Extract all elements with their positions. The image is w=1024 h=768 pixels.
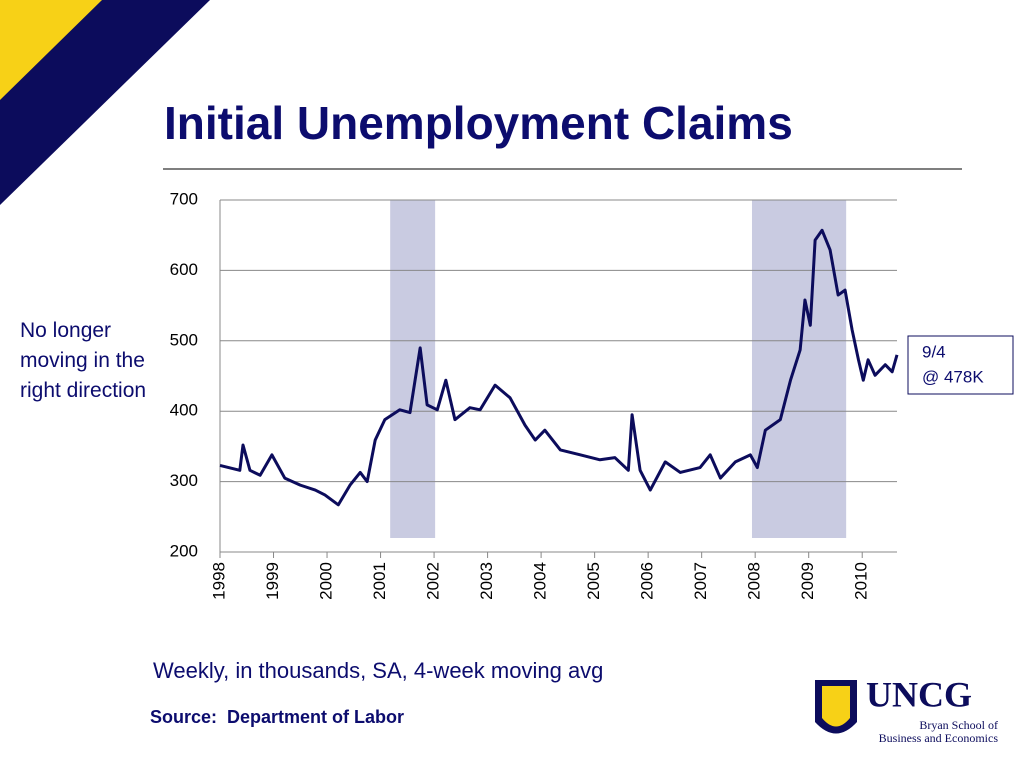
logo-line: Bryan School of (919, 718, 998, 732)
x-tick-label: 1998 (209, 562, 228, 600)
recession-band (390, 200, 436, 538)
corner-yellow (0, 0, 102, 100)
note: No longer moving in the right direction (20, 319, 147, 402)
data-line (219, 228, 899, 507)
x-tick-label: 2000 (317, 562, 336, 600)
x-tick-label: 2001 (370, 562, 389, 600)
x-tick-label: 2002 (424, 562, 443, 600)
x-tick-label: 2005 (584, 562, 603, 600)
callout-text: @ 478K (922, 367, 984, 386)
logo-name: UNCG (866, 674, 972, 714)
y-tick-label: 300 (170, 471, 198, 490)
logo-line: Business and Economics (879, 731, 999, 745)
subtitle: Weekly, in thousands, SA, 4-week moving … (153, 658, 603, 683)
recession-band (751, 200, 847, 538)
title: Initial Unemployment Claims (164, 97, 793, 149)
y-tick-label: 600 (170, 260, 198, 279)
x-tick-label: 2009 (798, 562, 817, 600)
x-tick-label: 2004 (531, 562, 550, 600)
callout-text: 9/4 (922, 342, 946, 361)
callout-box (907, 335, 1014, 395)
logo: UNCG Bryan School of Business and Econom… (815, 674, 999, 745)
y-tick-label: 500 (170, 330, 198, 349)
x-tick-label: 1999 (263, 562, 282, 600)
logo-shield-inner (822, 686, 850, 727)
x-tick-label: 2007 (691, 562, 710, 600)
x-tick-label: 2006 (638, 562, 657, 600)
y-tick-label: 400 (170, 401, 198, 420)
x-tick-label: 2010 (852, 562, 871, 600)
source: Source: Department of Labor (150, 707, 404, 727)
y-tick-label: 200 (170, 541, 198, 560)
y-tick-label: 700 (170, 189, 198, 208)
corner-navy (0, 0, 210, 205)
x-tick-label: 2003 (477, 562, 496, 600)
x-tick-label: 2008 (745, 562, 764, 600)
